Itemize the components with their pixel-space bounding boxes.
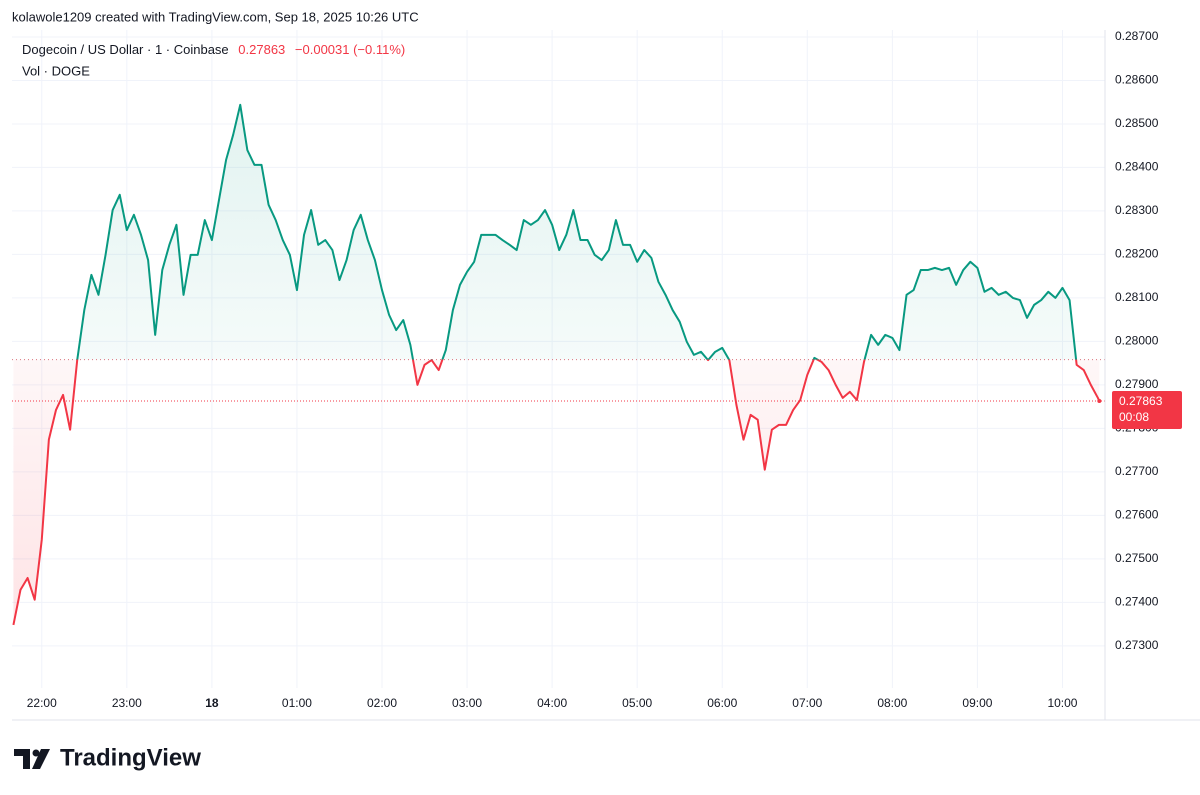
last-point [1097, 398, 1102, 403]
logo-slash [32, 749, 50, 769]
x-tick-label: 04:00 [537, 696, 567, 710]
y-tick-label: 0.28300 [1115, 203, 1159, 217]
legend-title: Dogecoin / US Dollar · 1 · Coinbase 0.27… [22, 42, 405, 57]
x-tick-label: 22:00 [27, 696, 57, 710]
brand-logo [14, 749, 50, 769]
logo-dot [32, 749, 40, 757]
y-tick-label: 0.28700 [1115, 29, 1159, 43]
y-tick-label: 0.28600 [1115, 73, 1159, 87]
symbol-title: Dogecoin / US Dollar · 1 · Coinbase [22, 42, 229, 57]
y-tick-label: 0.27300 [1115, 638, 1159, 652]
x-tick-label: 09:00 [962, 696, 992, 710]
y-tick-label: 0.27400 [1115, 594, 1159, 608]
y-tick-label: 0.27500 [1115, 551, 1159, 565]
y-tick-label: 0.28500 [1115, 116, 1159, 130]
y-tick-label: 0.27600 [1115, 508, 1159, 522]
y-tick-label: 0.28000 [1115, 334, 1159, 348]
x-tick-label: 01:00 [282, 696, 312, 710]
brand-name: TradingView [60, 744, 201, 771]
volume-legend: Vol · DOGE [22, 63, 90, 78]
plot [12, 103, 1105, 626]
price-tag-countdown: 00:08 [1119, 410, 1149, 424]
y-tick-label: 0.28400 [1115, 160, 1159, 174]
logo-mark [14, 749, 30, 769]
x-tick-label: 05:00 [622, 696, 652, 710]
x-tick-label: 23:00 [112, 696, 142, 710]
price-tag [1112, 390, 1182, 429]
price-tag-value: 0.27863 [1119, 394, 1163, 408]
x-tick-label: 06:00 [707, 696, 737, 710]
baseline-area [13, 104, 1100, 625]
x-tick-label: 08:00 [877, 696, 907, 710]
y-tick-label: 0.28200 [1115, 247, 1159, 261]
x-tick-label: 02:00 [367, 696, 397, 710]
price-change: −0.00031 (−0.11%) [295, 42, 405, 57]
x-tick-label: 07:00 [792, 696, 822, 710]
price-line [12, 103, 1101, 626]
credit: kolawole1209 created with TradingView.co… [12, 9, 419, 24]
y-tick-label: 0.28100 [1115, 290, 1159, 304]
y-tick-label: 0.27700 [1115, 464, 1159, 478]
x-tick-label: 18 [205, 696, 219, 710]
x-tick-label: 10:00 [1047, 696, 1077, 710]
x-tick-label: 03:00 [452, 696, 482, 710]
y-tick-label: 0.27900 [1115, 377, 1159, 391]
last-price: 0.27863 [238, 42, 285, 57]
